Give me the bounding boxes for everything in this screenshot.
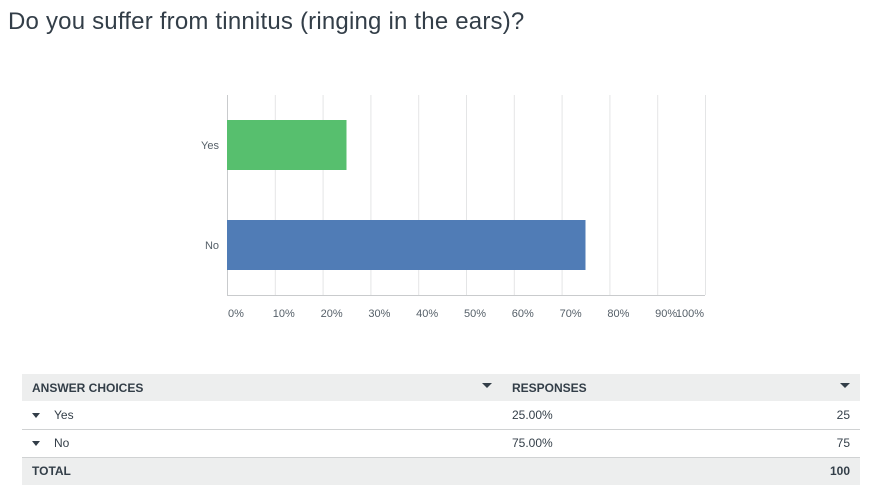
bar-chart: 0% 10% 20% 30% 40% 50% 60% 70% 80% 90%100% Yes No bbox=[201, 95, 706, 320]
response-percent: 75.00% bbox=[512, 436, 553, 450]
table-header-row: ANSWER CHOICES RESPONSES bbox=[22, 374, 860, 401]
response-percent: 25.00% bbox=[512, 407, 553, 422]
response-count: 75 bbox=[836, 436, 850, 450]
answer-label: No bbox=[54, 436, 70, 450]
x-tick-label: 60% bbox=[512, 308, 534, 320]
table-row: Yes 25.00% 25 bbox=[22, 401, 860, 429]
total-count: 100 bbox=[829, 464, 850, 479]
x-tick-label: 0% bbox=[228, 308, 244, 320]
table-row: No 75.00% 75 bbox=[22, 429, 860, 457]
x-tick-label: 70% bbox=[560, 308, 582, 320]
responses-header[interactable]: RESPONSES bbox=[502, 374, 860, 401]
results-table: ANSWER CHOICES RESPONSES Yes 25.00% 25 N… bbox=[22, 374, 860, 485]
expand-caret-icon[interactable] bbox=[32, 413, 40, 419]
bar-no bbox=[227, 220, 586, 270]
category-label: Yes bbox=[201, 140, 219, 152]
total-label: TOTAL bbox=[32, 464, 71, 479]
x-tick-label: 40% bbox=[416, 308, 438, 320]
x-tick-label: 20% bbox=[321, 308, 343, 320]
sort-caret-icon[interactable] bbox=[482, 383, 492, 388]
x-tick-label: 50% bbox=[464, 308, 486, 320]
expand-caret-icon[interactable] bbox=[32, 441, 40, 447]
question-title: Do you suffer from tinnitus (ringing in … bbox=[8, 8, 525, 35]
x-tick-label: 80% bbox=[607, 308, 629, 320]
answer-label: Yes bbox=[54, 407, 74, 422]
x-tick-label: 100% bbox=[676, 308, 704, 320]
response-count: 25 bbox=[836, 407, 850, 422]
total-row: TOTAL 100 bbox=[22, 457, 860, 485]
category-label: No bbox=[205, 240, 219, 252]
x-tick-label: 90% bbox=[655, 308, 677, 320]
x-tick-label: 30% bbox=[368, 308, 390, 320]
answer-choices-header-label: ANSWER CHOICES bbox=[32, 380, 144, 395]
bar-yes bbox=[227, 120, 347, 170]
sort-caret-icon[interactable] bbox=[840, 383, 850, 388]
responses-header-label: RESPONSES bbox=[512, 380, 587, 395]
answer-choices-header[interactable]: ANSWER CHOICES bbox=[22, 374, 502, 401]
x-tick-label: 10% bbox=[273, 308, 295, 320]
